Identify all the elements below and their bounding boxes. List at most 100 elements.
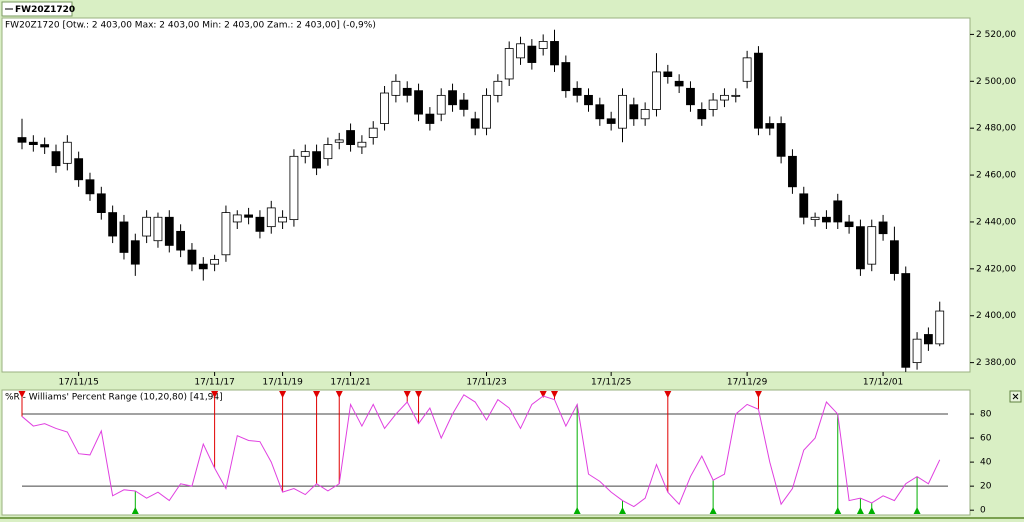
buy-signal (573, 507, 581, 514)
candle-body (618, 94, 627, 129)
candle-body (674, 80, 684, 87)
williams-line (21, 394, 941, 508)
candle-body (516, 43, 525, 59)
candle-body (629, 104, 639, 120)
candle-body (153, 216, 163, 242)
candle-body (527, 45, 537, 63)
buy-signal (131, 507, 139, 514)
candle-body (368, 127, 378, 138)
candle-body (878, 221, 888, 235)
candle-body (62, 141, 72, 164)
candle-body (459, 99, 469, 110)
buy-signal (618, 507, 626, 514)
candle-body (391, 80, 401, 96)
y-tick-label: 80 (980, 410, 992, 420)
y-tick-label: 2 480,00 (976, 124, 1016, 134)
sell-signal (279, 391, 287, 398)
y-tick-label: 2 500,00 (976, 77, 1016, 87)
tab[interactable] (1, 1, 73, 17)
x-tick-label: 17/11/29 (727, 378, 768, 388)
candle-body (232, 214, 242, 223)
candle-body (176, 230, 186, 251)
x-tick-label: 17/11/17 (194, 378, 234, 388)
candle-body (924, 334, 933, 345)
buy-signal (856, 507, 864, 514)
close-icon (1012, 393, 1019, 400)
y-tick-label: 0 (980, 506, 986, 516)
candle-body (901, 273, 911, 368)
candle-body (402, 87, 412, 96)
candle-body (255, 216, 265, 232)
candle-body (448, 90, 457, 106)
buy-signal (913, 507, 921, 514)
candle-body (470, 118, 480, 129)
candle-body (244, 214, 254, 218)
sell-signal (754, 391, 762, 398)
candle-body (289, 155, 299, 221)
y-tick-label: 2 520,00 (976, 30, 1016, 40)
candle-body (765, 123, 775, 129)
candle-body (28, 141, 38, 145)
sell-signal (313, 391, 321, 398)
candle-body (788, 155, 797, 188)
y-tick-label: 2 420,00 (976, 264, 1016, 274)
candle-body (640, 109, 650, 120)
candle-body (40, 144, 50, 148)
candle-body (822, 216, 831, 223)
candle-body (119, 221, 129, 253)
candle-body (436, 94, 446, 115)
y-tick-label: 40 (980, 458, 992, 468)
candle-body (686, 87, 695, 106)
candle-body (130, 240, 140, 265)
candle-body (595, 104, 605, 120)
sell-signal (335, 391, 343, 398)
candle-body (708, 99, 718, 110)
candle-body (85, 179, 95, 195)
candle-body (74, 158, 84, 181)
sell-signal (415, 391, 423, 398)
candle-body (187, 249, 197, 265)
indicator-header: %R - Williams' Percent Range (10,20,80) … (5, 393, 223, 403)
candle-body (538, 41, 548, 49)
buy-signal (868, 507, 876, 514)
candle-body (867, 226, 877, 265)
candle-body (414, 90, 423, 115)
x-tick-label: 17/11/23 (466, 378, 506, 388)
candle-body (799, 193, 809, 218)
y-tick-label: 2 400,00 (976, 311, 1016, 321)
candle-body (550, 41, 559, 66)
y-tick-label: 2 380,00 (976, 358, 1016, 368)
x-tick-label: 17/11/15 (58, 378, 98, 388)
candle-body (810, 216, 820, 221)
price-panel (1, 17, 971, 373)
candle-body (51, 151, 61, 167)
y-tick-label: 20 (980, 482, 992, 492)
candle-body (142, 216, 152, 237)
sell-signal (18, 391, 26, 398)
buy-signal (709, 507, 717, 514)
candle-body (720, 94, 729, 101)
x-tick-label: 17/11/21 (330, 378, 370, 388)
candle-body (380, 92, 389, 124)
candle-body (210, 259, 220, 265)
sell-signal (539, 391, 547, 398)
candle-body (844, 221, 854, 228)
candle-body (697, 109, 707, 120)
candle-body (606, 118, 616, 124)
candle-body (856, 226, 865, 270)
candle-body (504, 48, 514, 80)
candle-body (96, 193, 106, 213)
sell-signal (211, 391, 219, 398)
candle-body (266, 207, 276, 228)
candle-body (425, 113, 435, 124)
candle-body (493, 80, 503, 96)
x-tick-label: 17/11/25 (591, 378, 631, 388)
candle-body (742, 57, 752, 82)
candle-body (312, 151, 321, 169)
candle-body (663, 71, 673, 78)
y-tick-label: 2 440,00 (976, 217, 1016, 227)
candle-body (323, 144, 333, 160)
candle-body (482, 94, 491, 129)
